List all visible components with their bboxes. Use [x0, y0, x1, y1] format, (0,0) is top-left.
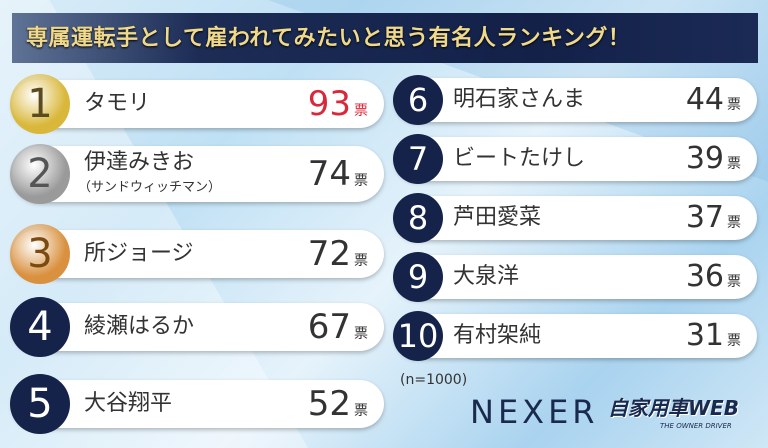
vote-count: 74 票 [308, 154, 368, 201]
vote-value: 93 [307, 84, 351, 124]
ranking-row: 8 芦田愛菜 37 票 [393, 193, 757, 243]
person-name: 芦田愛菜 [453, 205, 542, 230]
vote-count: 37 票 [686, 198, 741, 243]
vote-count: 72 票 [308, 234, 368, 281]
person-name: 大谷翔平 [84, 391, 173, 416]
vote-value: 44 [685, 82, 724, 117]
nexer-logo: NEXER [470, 393, 599, 431]
vote-unit: 票 [727, 333, 741, 349]
person-name: 伊達みきお [84, 150, 195, 175]
vote-count: 36 票 [686, 257, 741, 302]
vote-value: 74 [307, 154, 351, 194]
person-name: 有村架純 [453, 323, 542, 348]
ranking-row: 5 大谷翔平 52 票 [10, 374, 384, 434]
person-name: 大泉洋 [453, 264, 520, 289]
vote-value: 39 [685, 141, 724, 176]
vote-unit: 票 [354, 326, 368, 342]
ranking-row: 10 有村架純 31 票 [393, 311, 757, 361]
vote-unit: 票 [727, 215, 741, 231]
person-name: 所ジョージ [84, 241, 194, 266]
vote-count: 93 票 [308, 84, 368, 131]
rank-badge: 6 [393, 75, 443, 125]
rank-badge: 8 [393, 193, 443, 243]
vote-unit: 票 [354, 103, 368, 119]
person-name: 綾瀬はるか [84, 314, 195, 339]
vote-value: 52 [307, 384, 351, 424]
rank-badge: 9 [393, 252, 443, 302]
vote-value: 31 [685, 318, 724, 353]
vote-value: 36 [685, 259, 724, 294]
vote-unit: 票 [354, 403, 368, 419]
vote-unit: 票 [354, 173, 368, 189]
rank-badge: 3 [10, 224, 70, 284]
vote-count: 52 票 [308, 384, 368, 431]
ranking-row: 7 ビートたけし 39 票 [393, 134, 757, 184]
ranking-row: 4 綾瀬はるか 67 票 [10, 297, 384, 357]
rank-badge: 2 [10, 144, 70, 204]
vote-count: 44 票 [686, 80, 741, 125]
rank-badge: 4 [10, 297, 70, 357]
vote-count: 39 票 [686, 139, 741, 184]
rank-badge: 7 [393, 134, 443, 184]
ranking-row: 3 所ジョージ 72 票 [10, 224, 384, 284]
rank-badge: 1 [10, 74, 70, 134]
jikayosha-logo: 自家用車WEB [608, 396, 739, 420]
logo-tagline: THE OWNER DRIVER [660, 422, 732, 430]
vote-count: 67 票 [308, 307, 368, 354]
vote-unit: 票 [354, 253, 368, 269]
ranking-row: 6 明石家さんま 44 票 [393, 75, 757, 125]
vote-unit: 票 [727, 97, 741, 113]
person-name: ビートたけし [453, 146, 586, 171]
rank-badge: 10 [393, 311, 443, 361]
page-title: 専属運転手として雇われてみたいと思う有名人ランキング！ [12, 13, 758, 63]
ranking-row: 9 大泉洋 36 票 [393, 252, 757, 302]
vote-count: 31 票 [686, 316, 741, 361]
vote-value: 37 [685, 200, 724, 235]
vote-value: 72 [307, 234, 351, 274]
person-subtitle: （サンドウィッチマン） [78, 180, 222, 195]
vote-unit: 票 [727, 274, 741, 290]
person-name: 明石家さんま [453, 87, 586, 112]
sample-size: (n=1000) [400, 372, 468, 388]
rank-badge: 5 [10, 374, 70, 434]
ranking-row: 2 伊達みきお （サンドウィッチマン） 74 票 [10, 144, 384, 204]
ranking-row: 1 タモリ 93 票 [10, 74, 384, 134]
person-name: タモリ [84, 91, 151, 116]
vote-unit: 票 [727, 156, 741, 172]
vote-value: 67 [307, 307, 351, 347]
